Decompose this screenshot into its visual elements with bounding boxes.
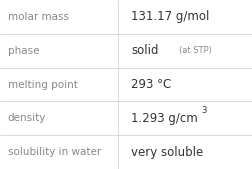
Text: 1.293 g/cm: 1.293 g/cm — [131, 112, 198, 125]
Text: very soluble: very soluble — [131, 146, 203, 159]
Text: solubility in water: solubility in water — [8, 147, 101, 157]
Text: density: density — [8, 113, 46, 123]
Text: (at STP): (at STP) — [179, 46, 212, 55]
Text: 3: 3 — [202, 106, 207, 115]
Text: melting point: melting point — [8, 79, 77, 90]
Text: 131.17 g/mol: 131.17 g/mol — [131, 10, 209, 23]
Text: 293 °C: 293 °C — [131, 78, 171, 91]
Text: molar mass: molar mass — [8, 12, 69, 22]
Text: phase: phase — [8, 46, 39, 56]
Text: solid: solid — [131, 44, 159, 57]
